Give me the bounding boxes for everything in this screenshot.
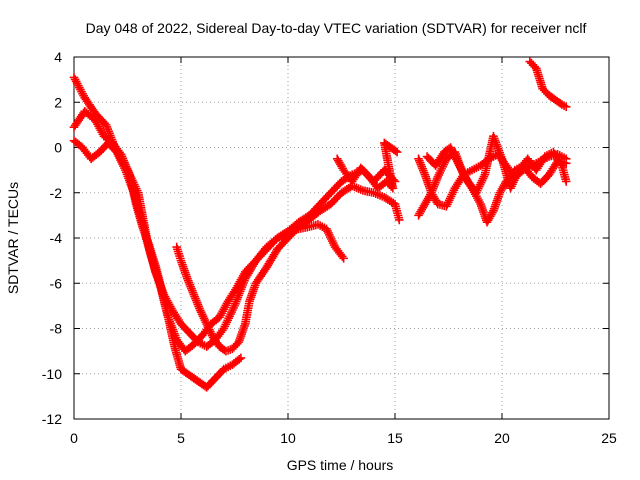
x-tick-labels: 0 5 10 15 20 25 xyxy=(70,430,617,446)
x-tick-label: 15 xyxy=(387,430,403,446)
y-tick-label: -4 xyxy=(50,230,63,246)
x-axis-title: GPS time / hours xyxy=(287,457,394,473)
data-point xyxy=(392,147,402,157)
y-tick-label: 0 xyxy=(54,140,62,156)
y-tick-label: -6 xyxy=(50,275,63,291)
grid xyxy=(74,57,609,419)
y-tick-labels: 4 2 0 -2 -4 -6 -8 -10 -12 xyxy=(42,49,62,427)
series-track-8 xyxy=(422,131,571,198)
y-tick-label: -12 xyxy=(42,411,62,427)
series-track-1 xyxy=(69,73,400,351)
data-point xyxy=(339,254,348,263)
x-tick-label: 0 xyxy=(70,430,78,446)
series-track-5 xyxy=(332,138,402,193)
y-tick-label: -8 xyxy=(50,321,63,337)
y-tick-label: 4 xyxy=(54,49,62,65)
x-tick-label: 5 xyxy=(177,430,185,446)
x-tick-label: 10 xyxy=(280,430,296,446)
data-point xyxy=(394,215,404,225)
chart-title: Day 048 of 2022, Sidereal Day-to-day VTE… xyxy=(86,20,587,36)
y-tick-label: -10 xyxy=(42,366,62,382)
x-tick-label: 25 xyxy=(601,430,617,446)
y-tick-label: -2 xyxy=(50,185,63,201)
series-track-9 xyxy=(525,57,571,112)
y-axis-title: SDTVAR / TECUs xyxy=(5,182,21,294)
data-point xyxy=(236,353,246,363)
x-tick-label: 20 xyxy=(494,430,510,446)
series-track-4 xyxy=(172,181,404,356)
y-tick-label: 2 xyxy=(54,94,62,110)
series-track-3 xyxy=(69,136,348,356)
data-marks xyxy=(69,57,571,392)
axis-ticks xyxy=(73,56,610,420)
data-point xyxy=(561,177,571,186)
data-point xyxy=(561,102,571,112)
